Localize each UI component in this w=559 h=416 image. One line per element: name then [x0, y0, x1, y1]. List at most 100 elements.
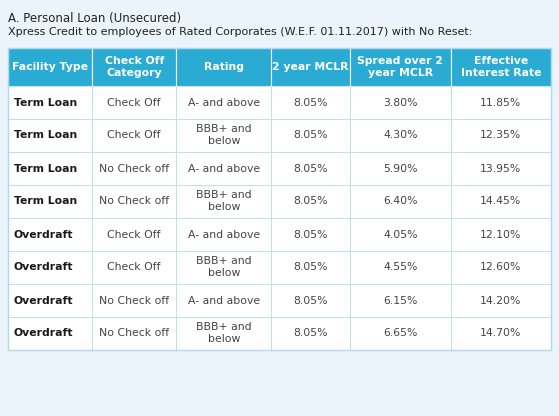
Bar: [451, 48, 551, 86]
Bar: [350, 185, 451, 218]
Text: Check Off: Check Off: [107, 131, 161, 141]
Text: A. Personal Loan (Unsecured): A. Personal Loan (Unsecured): [8, 12, 181, 25]
Bar: [176, 86, 271, 119]
Bar: [8, 86, 92, 119]
Bar: [350, 284, 451, 317]
Bar: [176, 185, 271, 218]
Bar: [350, 251, 451, 284]
Bar: [271, 284, 350, 317]
Bar: [8, 119, 92, 152]
Bar: [271, 218, 350, 251]
Text: No Check off: No Check off: [99, 329, 169, 339]
Text: Term Loan: Term Loan: [14, 196, 77, 206]
Text: 3.80%: 3.80%: [383, 97, 418, 107]
Bar: [271, 86, 350, 119]
Bar: [92, 119, 176, 152]
Bar: [92, 86, 176, 119]
Bar: [451, 317, 551, 350]
Text: 8.05%: 8.05%: [293, 131, 328, 141]
Bar: [350, 48, 451, 86]
Bar: [92, 185, 176, 218]
Bar: [8, 251, 92, 284]
Text: Overdraft: Overdraft: [14, 329, 73, 339]
Bar: [350, 86, 451, 119]
Text: Effective
Interest Rate: Effective Interest Rate: [461, 56, 541, 78]
Bar: [451, 185, 551, 218]
Text: Check Off: Check Off: [107, 262, 161, 272]
Text: Check Off
Category: Check Off Category: [105, 56, 164, 78]
Bar: [350, 152, 451, 185]
Text: 8.05%: 8.05%: [293, 97, 328, 107]
Text: No Check off: No Check off: [99, 196, 169, 206]
Text: BBB+ and
below: BBB+ and below: [196, 322, 252, 344]
Text: Check Off: Check Off: [107, 97, 161, 107]
Bar: [451, 86, 551, 119]
Text: Rating: Rating: [204, 62, 244, 72]
Text: 4.55%: 4.55%: [383, 262, 418, 272]
Bar: [8, 284, 92, 317]
Text: 6.65%: 6.65%: [383, 329, 418, 339]
Bar: [451, 284, 551, 317]
Bar: [92, 218, 176, 251]
Text: Term Loan: Term Loan: [14, 131, 77, 141]
Bar: [271, 119, 350, 152]
Text: 8.05%: 8.05%: [293, 230, 328, 240]
Text: 8.05%: 8.05%: [293, 295, 328, 305]
Text: 12.35%: 12.35%: [480, 131, 522, 141]
Text: 8.05%: 8.05%: [293, 262, 328, 272]
Bar: [92, 152, 176, 185]
Bar: [8, 152, 92, 185]
Bar: [350, 218, 451, 251]
Text: 5.90%: 5.90%: [383, 163, 418, 173]
Bar: [451, 119, 551, 152]
Text: 14.20%: 14.20%: [480, 295, 522, 305]
Text: A- and above: A- and above: [188, 97, 260, 107]
Text: Facility Type: Facility Type: [12, 62, 88, 72]
Text: Overdraft: Overdraft: [14, 295, 73, 305]
Bar: [451, 251, 551, 284]
Text: 12.60%: 12.60%: [480, 262, 522, 272]
Bar: [8, 48, 551, 350]
Bar: [271, 185, 350, 218]
Bar: [271, 152, 350, 185]
Text: 11.85%: 11.85%: [480, 97, 522, 107]
Bar: [92, 48, 176, 86]
Text: A- and above: A- and above: [188, 163, 260, 173]
Text: 2 year MCLR: 2 year MCLR: [272, 62, 349, 72]
Bar: [8, 185, 92, 218]
Text: A- and above: A- and above: [188, 295, 260, 305]
Text: 14.70%: 14.70%: [480, 329, 522, 339]
Bar: [350, 119, 451, 152]
Text: No Check off: No Check off: [99, 163, 169, 173]
Text: Spread over 2
year MCLR: Spread over 2 year MCLR: [357, 56, 443, 78]
Bar: [8, 317, 92, 350]
Text: 8.05%: 8.05%: [293, 329, 328, 339]
Text: BBB+ and
below: BBB+ and below: [196, 124, 252, 146]
Text: 4.05%: 4.05%: [383, 230, 418, 240]
Bar: [176, 251, 271, 284]
Bar: [92, 317, 176, 350]
Text: Check Off: Check Off: [107, 230, 161, 240]
Text: 8.05%: 8.05%: [293, 196, 328, 206]
Bar: [271, 48, 350, 86]
Text: Term Loan: Term Loan: [14, 97, 77, 107]
Text: Overdraft: Overdraft: [14, 262, 73, 272]
Bar: [271, 251, 350, 284]
Bar: [8, 48, 92, 86]
Bar: [176, 317, 271, 350]
Bar: [271, 317, 350, 350]
Bar: [92, 284, 176, 317]
Bar: [176, 284, 271, 317]
Text: 6.40%: 6.40%: [383, 196, 418, 206]
Text: Xpress Credit to employees of Rated Corporates (W.E.F. 01.11.2017) with No Reset: Xpress Credit to employees of Rated Corp…: [8, 27, 472, 37]
Text: Term Loan: Term Loan: [14, 163, 77, 173]
Bar: [350, 317, 451, 350]
Text: Overdraft: Overdraft: [14, 230, 73, 240]
Text: No Check off: No Check off: [99, 295, 169, 305]
Bar: [176, 152, 271, 185]
Text: 4.30%: 4.30%: [383, 131, 418, 141]
Text: BBB+ and
below: BBB+ and below: [196, 257, 252, 278]
Bar: [92, 251, 176, 284]
Text: A- and above: A- and above: [188, 230, 260, 240]
Text: 6.15%: 6.15%: [383, 295, 418, 305]
